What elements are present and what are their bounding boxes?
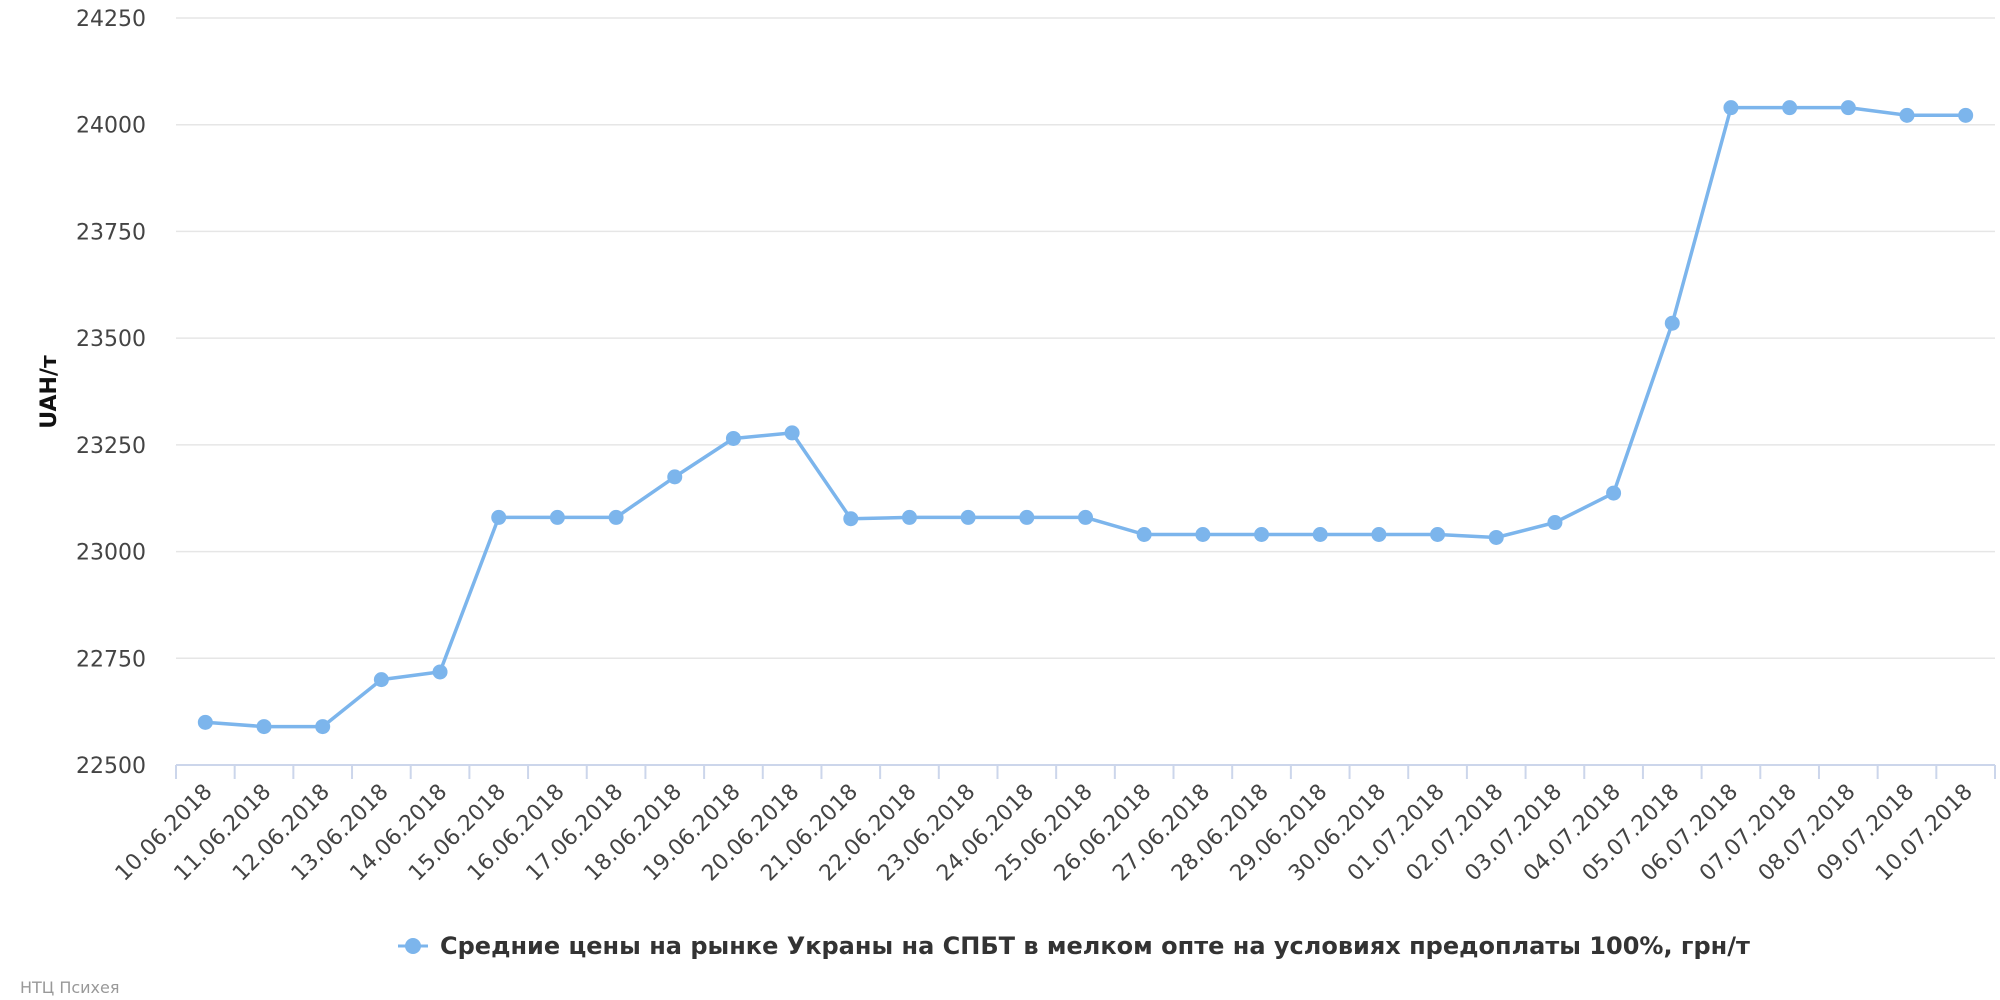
data-point[interactable]: [1606, 485, 1622, 501]
y-tick-label: 23500: [76, 327, 146, 352]
data-point[interactable]: [1254, 526, 1270, 542]
y-tick-label: 24250: [76, 7, 146, 32]
data-point[interactable]: [608, 509, 624, 525]
data-point[interactable]: [1840, 100, 1856, 116]
y-axis-label: UAH/т: [37, 355, 62, 429]
data-point[interactable]: [1899, 107, 1915, 123]
data-point[interactable]: [1136, 526, 1152, 542]
data-point[interactable]: [1430, 526, 1446, 542]
y-tick-label: 23000: [76, 541, 146, 566]
data-point[interactable]: [256, 719, 272, 735]
chart-credit[interactable]: НТЦ Психея: [20, 978, 119, 997]
data-point[interactable]: [1312, 526, 1328, 542]
data-point[interactable]: [667, 469, 683, 485]
data-point[interactable]: [1019, 509, 1035, 525]
data-point[interactable]: [784, 425, 800, 441]
x-axis: [175, 764, 1996, 779]
y-tick-label: 24000: [76, 114, 146, 139]
grid-lines: [176, 17, 1995, 660]
data-point[interactable]: [1782, 100, 1798, 116]
y-tick-label: 23250: [76, 434, 146, 459]
data-point[interactable]: [373, 672, 389, 688]
data-point[interactable]: [843, 511, 859, 527]
data-point[interactable]: [1371, 526, 1387, 542]
data-point[interactable]: [197, 714, 213, 730]
legend-label[interactable]: Средние цены на рынке Украны на СПБТ в м…: [440, 932, 1750, 960]
data-point[interactable]: [901, 509, 917, 525]
data-point[interactable]: [432, 664, 448, 680]
data-point[interactable]: [1195, 526, 1211, 542]
data-point[interactable]: [1488, 529, 1504, 545]
data-point[interactable]: [960, 509, 976, 525]
legend[interactable]: Средние цены на рынке Украны на СПБТ в м…: [398, 932, 1750, 960]
data-point[interactable]: [1958, 107, 1974, 123]
data-point[interactable]: [725, 430, 741, 446]
data-point[interactable]: [315, 719, 331, 735]
y-tick-label: 23750: [76, 220, 146, 245]
data-point[interactable]: [491, 509, 507, 525]
series-layer: [197, 100, 1974, 735]
y-tick-label: 22500: [76, 754, 146, 779]
x-axis-ticks: 10.06.201811.06.201812.06.201813.06.2018…: [111, 780, 1978, 887]
series-line: [205, 105, 1966, 729]
data-point[interactable]: [549, 509, 565, 525]
data-point[interactable]: [1078, 509, 1093, 525]
data-point[interactable]: [1664, 315, 1680, 331]
legend-dot-marker: [405, 938, 421, 954]
data-point[interactable]: [1547, 515, 1563, 531]
y-axis-ticks: 22500 22750 23000 23250 23500 23750 24000 24250: [76, 7, 146, 779]
y-tick-label: 22750: [76, 647, 146, 672]
data-point[interactable]: [1723, 100, 1739, 116]
